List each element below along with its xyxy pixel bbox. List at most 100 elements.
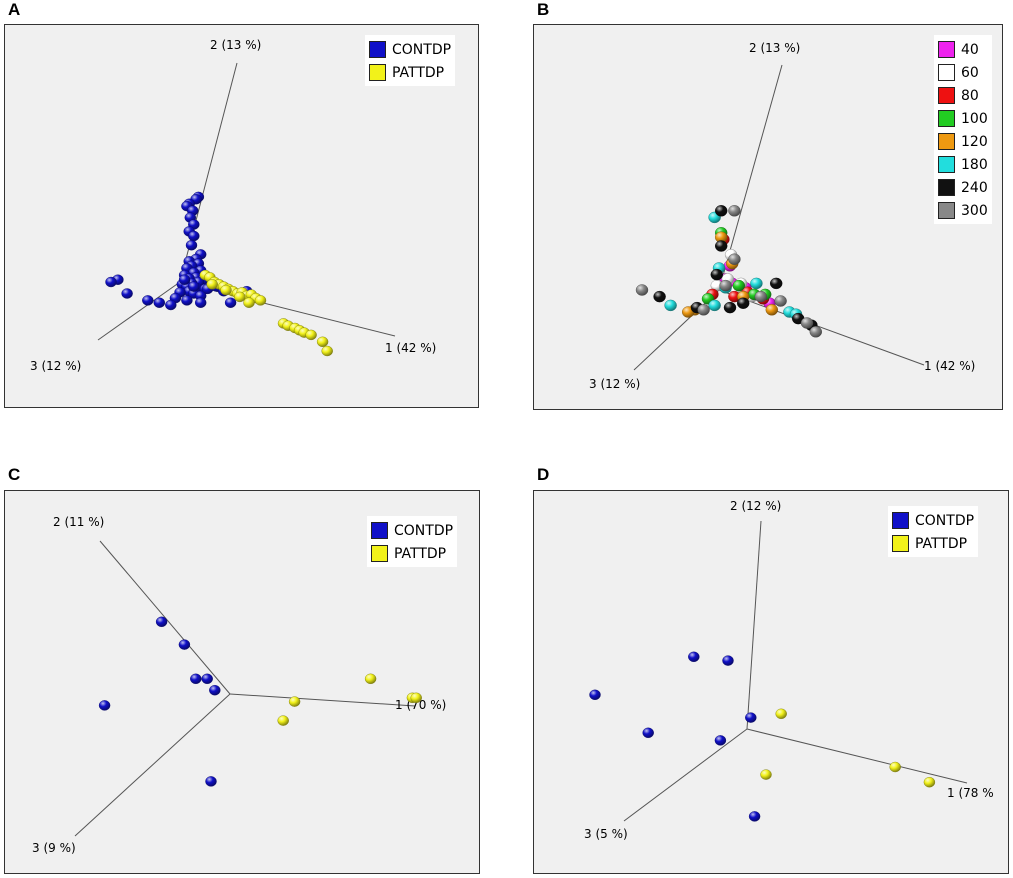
legend-label: PATTDP xyxy=(394,545,447,562)
legend-label: 100 xyxy=(961,110,988,127)
data-point-300 xyxy=(800,317,814,329)
data-point-pattdp xyxy=(410,692,422,704)
legend-item: 300 xyxy=(938,199,988,222)
data-point-contdp xyxy=(165,299,177,311)
data-point-300 xyxy=(809,326,822,338)
legend-label: 240 xyxy=(961,179,988,196)
data-point-pattdp xyxy=(234,291,246,303)
data-point-300 xyxy=(774,295,787,307)
data-point-pattdp xyxy=(305,329,317,341)
axis-label-2: 2 (13 %) xyxy=(210,38,261,52)
data-point-240 xyxy=(653,290,666,303)
data-point-pattdp xyxy=(760,769,772,780)
legend-swatch xyxy=(938,156,955,173)
legend-a: CONTDP PATTDP xyxy=(365,35,456,86)
axis-label-1: 1 (42 %) xyxy=(924,359,975,373)
legend-swatch xyxy=(938,64,955,81)
data-point-180 xyxy=(708,299,721,312)
data-point-contdp xyxy=(178,274,191,285)
data-point-180 xyxy=(750,277,763,290)
legend-item: 40 xyxy=(938,38,988,61)
data-point-240 xyxy=(736,297,750,309)
chart-c: 1 (70 %) 2 (11 %) 3 (9 %) xyxy=(32,515,446,855)
data-point-contdp xyxy=(178,639,191,650)
legend-swatch xyxy=(938,133,955,150)
data-point-300 xyxy=(635,284,649,296)
legend-item: 100 xyxy=(938,107,988,130)
data-point-contdp xyxy=(589,689,601,701)
axis-line-1 xyxy=(718,289,925,366)
legend-swatch xyxy=(938,41,955,58)
panel-letter-c: C xyxy=(8,465,21,484)
data-point-120 xyxy=(765,304,779,316)
axis-label-3: 3 (5 %) xyxy=(584,827,628,841)
legend-item: 240 xyxy=(938,176,988,199)
data-point-contdp xyxy=(714,735,727,746)
legend-swatch xyxy=(369,64,386,81)
legend-item: 60 xyxy=(938,61,988,84)
legend-label: 40 xyxy=(961,41,979,58)
axis-label-2: 2 (11 %) xyxy=(53,515,104,529)
data-point-300 xyxy=(719,279,732,292)
axis-label-1: 1 (78 % xyxy=(947,786,994,800)
data-point-contdp xyxy=(105,276,117,288)
legend-swatch xyxy=(938,202,955,219)
legend-label: CONTDP xyxy=(915,512,975,529)
axis-line-1 xyxy=(746,728,968,784)
data-point-contdp xyxy=(121,288,133,299)
data-point-pattdp xyxy=(316,336,329,347)
legend-swatch xyxy=(892,512,909,529)
data-point-240 xyxy=(714,240,728,252)
legend-item: 80 xyxy=(938,84,988,107)
data-point-contdp xyxy=(224,297,237,308)
legend-label: PATTDP xyxy=(915,535,968,552)
legend-label: 300 xyxy=(961,202,988,219)
legend-item: CONTDP xyxy=(892,509,974,532)
legend-label: 80 xyxy=(961,87,979,104)
data-point-pattdp xyxy=(364,673,377,685)
legend-item: CONTDP xyxy=(369,38,451,61)
data-point-240 xyxy=(769,277,783,290)
panel-d: 1 (78 % 2 (12 %) 3 (5 %) CONTDP PATTDP xyxy=(533,490,1009,874)
legend-swatch xyxy=(938,179,955,196)
axis-label-2: 2 (13 %) xyxy=(749,41,800,55)
data-point-240 xyxy=(710,268,724,281)
legend-item: PATTDP xyxy=(371,542,453,565)
data-point-pattdp xyxy=(321,345,333,357)
legend-b: 40 60 80 100 120 180 240 300 xyxy=(934,35,992,224)
data-point-300 xyxy=(697,304,710,316)
data-point-contdp xyxy=(642,727,654,739)
legend-item: CONTDP xyxy=(371,519,453,542)
data-point-pattdp xyxy=(889,761,901,773)
data-point-100 xyxy=(732,279,746,292)
axis-line-1 xyxy=(229,693,416,707)
data-point-pattdp xyxy=(923,777,936,788)
axis-label-1: 1 (70 %) xyxy=(395,698,446,712)
legend-swatch xyxy=(371,545,388,562)
axis-label-3: 3 (12 %) xyxy=(30,359,81,373)
data-point-240 xyxy=(723,301,737,314)
data-point-300 xyxy=(728,205,741,217)
legend-d: CONTDP PATTDP xyxy=(888,506,979,557)
data-point-contdp xyxy=(201,673,213,685)
data-point-contdp xyxy=(188,281,200,292)
legend-swatch xyxy=(938,87,955,104)
panel-letter-d: D xyxy=(537,465,550,484)
data-point-pattdp xyxy=(243,297,255,308)
legend-item: PATTDP xyxy=(892,532,974,555)
legend-label: CONTDP xyxy=(392,41,452,58)
panel-b: 1 (42 %) 2 (13 %) 3 (12 %) 40 60 80 100 120 180… xyxy=(533,24,1003,410)
legend-label: 120 xyxy=(961,133,988,150)
data-point-contdp xyxy=(722,655,734,666)
chart-b: 1 (42 %) 2 (13 %) 3 (12 %) xyxy=(589,41,975,391)
data-point-300 xyxy=(754,290,768,303)
axis-line-3 xyxy=(74,693,231,837)
data-point-pattdp xyxy=(775,708,787,720)
data-point-contdp xyxy=(185,239,198,251)
axis-line-3 xyxy=(97,281,181,341)
legend-label: 60 xyxy=(961,64,979,81)
panel-letter-b: B xyxy=(537,0,550,19)
data-point-pattdp xyxy=(206,279,218,290)
axis-label-3: 3 (12 %) xyxy=(589,377,640,391)
chart-d: 1 (78 % 2 (12 %) 3 (5 %) xyxy=(584,499,994,841)
